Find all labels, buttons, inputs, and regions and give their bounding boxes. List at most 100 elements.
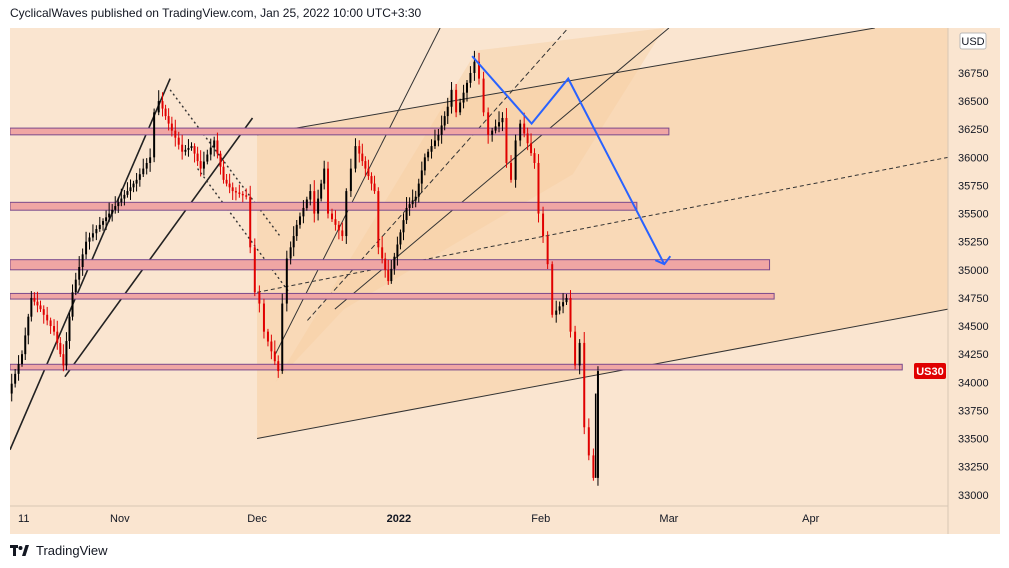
candle-body [555,310,558,315]
candle-body [411,200,414,205]
candle-body [193,146,196,154]
candle-body [569,297,572,332]
candle-body [258,292,261,304]
candle-body [478,61,480,79]
currency-badge [959,32,987,50]
y-tick-label: 35250 [958,237,989,249]
candle-body [305,199,308,208]
candle-body [78,267,81,280]
candle-body [56,331,59,343]
y-tick-label: 34750 [958,293,989,305]
y-tick-label: 33750 [958,405,989,417]
candle-body [206,154,209,162]
candle-body [46,314,49,321]
candle-body [473,61,476,73]
candle-body [65,341,68,366]
candle-body [469,72,472,83]
tradingview-logo-icon[interactable] [10,544,30,558]
candle-body [174,130,177,138]
candle-body [381,247,384,259]
candle-body [393,256,396,269]
candle-body [95,229,98,234]
candle-body [317,198,320,214]
chart-panel[interactable]: 33000 33250 33500 33750 34000 34250 34500 34750… [10,28,1000,534]
candle-body [199,161,202,169]
price-chart[interactable]: 33000 33250 33500 33750 34000 34250 34500 34750… [10,28,1000,534]
candle-body [505,117,508,163]
candle-body [49,320,52,327]
candle-body [219,153,222,167]
candle-body [74,279,77,293]
candle-body [417,183,420,197]
candle-body [450,89,453,107]
candle-body [135,179,138,184]
y-tick-label: 34000 [958,377,989,389]
publish-info: CyclicalWaves published on TradingView.c… [10,6,422,20]
candle-body [59,342,62,355]
candle-body [231,187,234,192]
candle-body [142,168,145,175]
candle-body [358,146,361,154]
candle-body [277,361,280,372]
candle-body [81,254,84,267]
y-tick-label: 33000 [958,490,989,502]
candle-body [399,232,402,245]
candle-body [574,331,577,366]
channel-mid-line [256,156,949,293]
candle-body [238,192,241,194]
candle-body [558,306,561,311]
candle-body [270,341,273,352]
x-tick-label: 11 [18,513,29,525]
x-tick-label: Mar [659,513,678,525]
candle-body [249,196,252,248]
candle-body [181,144,184,152]
candle-body [370,176,373,184]
candle-body [30,297,33,317]
y-tick-label: 35000 [958,265,989,277]
y-tick-label: 34500 [958,321,989,333]
rising-channel-mid [307,28,569,321]
candle-body [578,342,581,366]
candle-body [262,303,265,332]
candle-body [39,305,42,310]
candle-body [533,153,536,163]
candle-body [443,116,446,126]
y-tick-label: 33500 [958,434,989,446]
candle-body [309,191,312,200]
candle-body [102,221,105,225]
candle-body [295,224,298,237]
y-tick-label: 36750 [958,68,989,80]
candle-body [482,78,485,113]
candle-body [190,146,193,148]
candle-body [323,168,326,184]
y-tick-label: 36500 [958,96,989,108]
candle-body [285,258,288,304]
candle-body [465,82,468,93]
candle-body [161,101,164,109]
candle-body [167,116,170,124]
candle-body [498,122,501,127]
candle-body [216,140,219,154]
candle-body [88,237,91,242]
candle-body [437,134,440,141]
candle-body [145,162,148,169]
projection-arrowhead [654,255,672,266]
candle-body [414,196,417,201]
candle-body [494,126,497,131]
candle-body [105,217,108,222]
candle-body [345,191,348,237]
candle-body [209,147,212,155]
candle-body [373,183,376,192]
candle-body [62,354,65,366]
candle-body [132,183,135,188]
candle-body [354,146,357,169]
rising-channel-upper [274,28,441,355]
candle-body [302,207,305,217]
y-tick-label: 34250 [958,349,989,361]
candle-body [71,292,74,317]
candle-body [592,455,595,478]
time-axis-background [10,506,948,534]
channel-lower-line [256,308,949,440]
candle-body [138,174,141,180]
candle-body [27,316,30,336]
